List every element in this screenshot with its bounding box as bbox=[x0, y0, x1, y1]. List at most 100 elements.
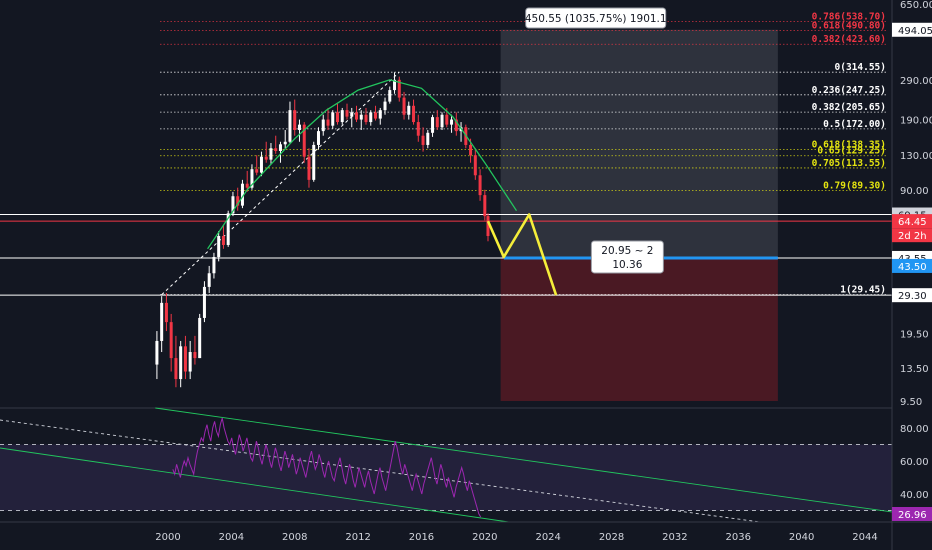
time-tick-label: 2032 bbox=[662, 532, 687, 543]
candle-body bbox=[397, 79, 401, 98]
price-tag-label: 494.05 bbox=[898, 26, 932, 37]
candle-body bbox=[445, 114, 449, 125]
time-tick-label: 2012 bbox=[345, 532, 370, 543]
price-tick-label: 130.00 bbox=[900, 151, 932, 162]
candle-body bbox=[345, 110, 349, 117]
rsi-series-line bbox=[172, 417, 482, 518]
fib-level-label: 1(29.45) bbox=[840, 285, 886, 296]
candle-body bbox=[473, 155, 477, 176]
fib-level-label: 0.786(538.70) bbox=[812, 12, 886, 23]
candle-body bbox=[283, 141, 287, 145]
time-tick-label: 2024 bbox=[535, 532, 560, 543]
candle-body bbox=[307, 156, 311, 180]
candle-body bbox=[202, 286, 206, 318]
candle-body bbox=[421, 135, 425, 145]
candle-body bbox=[350, 112, 354, 117]
candle-body bbox=[278, 144, 282, 151]
projection-gray-box bbox=[500, 29, 778, 258]
price-tick-label: 13.50 bbox=[900, 364, 929, 375]
time-tick-label: 2000 bbox=[155, 532, 180, 543]
price-tag bbox=[892, 228, 932, 243]
candle-body bbox=[483, 195, 487, 217]
candle-body bbox=[255, 169, 259, 173]
price-tick-label: 290.00 bbox=[900, 76, 932, 87]
fib-level-label: 0.618(138.35) bbox=[812, 139, 886, 150]
candle-body bbox=[364, 114, 368, 123]
rsi-channel-line-lower bbox=[0, 447, 509, 523]
projection-red-box bbox=[500, 257, 778, 401]
candle-body bbox=[155, 340, 159, 365]
candle-body bbox=[188, 352, 192, 372]
candle-body bbox=[426, 132, 430, 145]
candle-body bbox=[359, 114, 363, 120]
fib-level-label: 0(314.55) bbox=[835, 62, 886, 73]
candle-body bbox=[179, 346, 183, 380]
candle-body bbox=[288, 110, 292, 142]
candle-body bbox=[478, 175, 482, 196]
candle-body bbox=[274, 148, 278, 151]
candle-body bbox=[183, 346, 187, 372]
measure-box-top bbox=[525, 7, 667, 29]
candle-body bbox=[316, 131, 320, 145]
rsi-dashed-trend-line bbox=[0, 419, 761, 523]
rsi-band-fill bbox=[0, 444, 892, 511]
fib-level-label: 0.618(490.80) bbox=[812, 20, 886, 31]
rsi-tick-label: 40.00 bbox=[900, 490, 929, 501]
price-tag bbox=[892, 288, 932, 303]
candle-body bbox=[297, 124, 301, 131]
candle-body bbox=[207, 273, 211, 287]
fib-trend-line bbox=[161, 71, 400, 296]
candle-body bbox=[355, 112, 359, 120]
candle-body bbox=[393, 79, 397, 91]
candle-body bbox=[450, 119, 454, 125]
candle-body bbox=[388, 90, 392, 102]
fib-level-label: 0.382(205.65) bbox=[812, 102, 886, 113]
candle-body bbox=[217, 236, 221, 257]
candle-body bbox=[236, 196, 240, 206]
time-tick-label: 2016 bbox=[409, 532, 434, 543]
price-tag-label: 64.45 bbox=[898, 217, 927, 228]
candle-body bbox=[378, 110, 382, 119]
candle-body bbox=[435, 117, 439, 128]
measure-box-mid-line2: 10.36 bbox=[612, 259, 642, 271]
candle-body bbox=[335, 112, 339, 123]
time-tick-label: 2008 bbox=[282, 532, 307, 543]
candle-body bbox=[326, 119, 330, 126]
candle-body bbox=[250, 169, 254, 188]
candle-body bbox=[407, 105, 411, 115]
candle-body bbox=[269, 148, 273, 160]
rsi-channel-line-upper bbox=[155, 407, 893, 513]
measure-box-top-text: 450.55 (1035.75%) 1901.1 bbox=[525, 13, 667, 25]
candle-body bbox=[302, 124, 306, 157]
candle-body bbox=[174, 358, 178, 380]
candle-body bbox=[369, 112, 373, 123]
time-tick-label: 2004 bbox=[219, 532, 244, 543]
candle-body bbox=[264, 156, 268, 160]
measure-box-mid bbox=[590, 240, 664, 274]
candle-body bbox=[321, 119, 325, 132]
price-tag bbox=[892, 22, 932, 37]
candle-body bbox=[240, 183, 244, 206]
price-tick-label: 19.50 bbox=[900, 329, 929, 340]
candle-body bbox=[340, 110, 344, 123]
time-tick-label: 2036 bbox=[726, 532, 751, 543]
fib-level-label: 0.79(89.30) bbox=[823, 180, 886, 191]
price-tag-label: 2d 2h bbox=[898, 231, 927, 242]
candle-body bbox=[374, 112, 378, 119]
candle-body bbox=[169, 322, 173, 359]
yellow-projection-path bbox=[486, 213, 558, 296]
candle-body bbox=[164, 302, 168, 323]
candle-body bbox=[331, 112, 335, 126]
candle-body bbox=[454, 119, 458, 132]
candle-body bbox=[312, 144, 316, 180]
candle-body bbox=[293, 110, 297, 131]
time-tick-label: 2044 bbox=[852, 532, 877, 543]
fib-level-label: 0.65(129.25) bbox=[817, 146, 886, 157]
time-tick-label: 2028 bbox=[599, 532, 624, 543]
price-tick-label: 190.00 bbox=[900, 116, 932, 127]
candle-body bbox=[383, 101, 387, 111]
price-tag bbox=[892, 214, 932, 229]
price-tag-label: 43.50 bbox=[898, 262, 927, 273]
price-tick-label: 9.50 bbox=[900, 397, 922, 408]
